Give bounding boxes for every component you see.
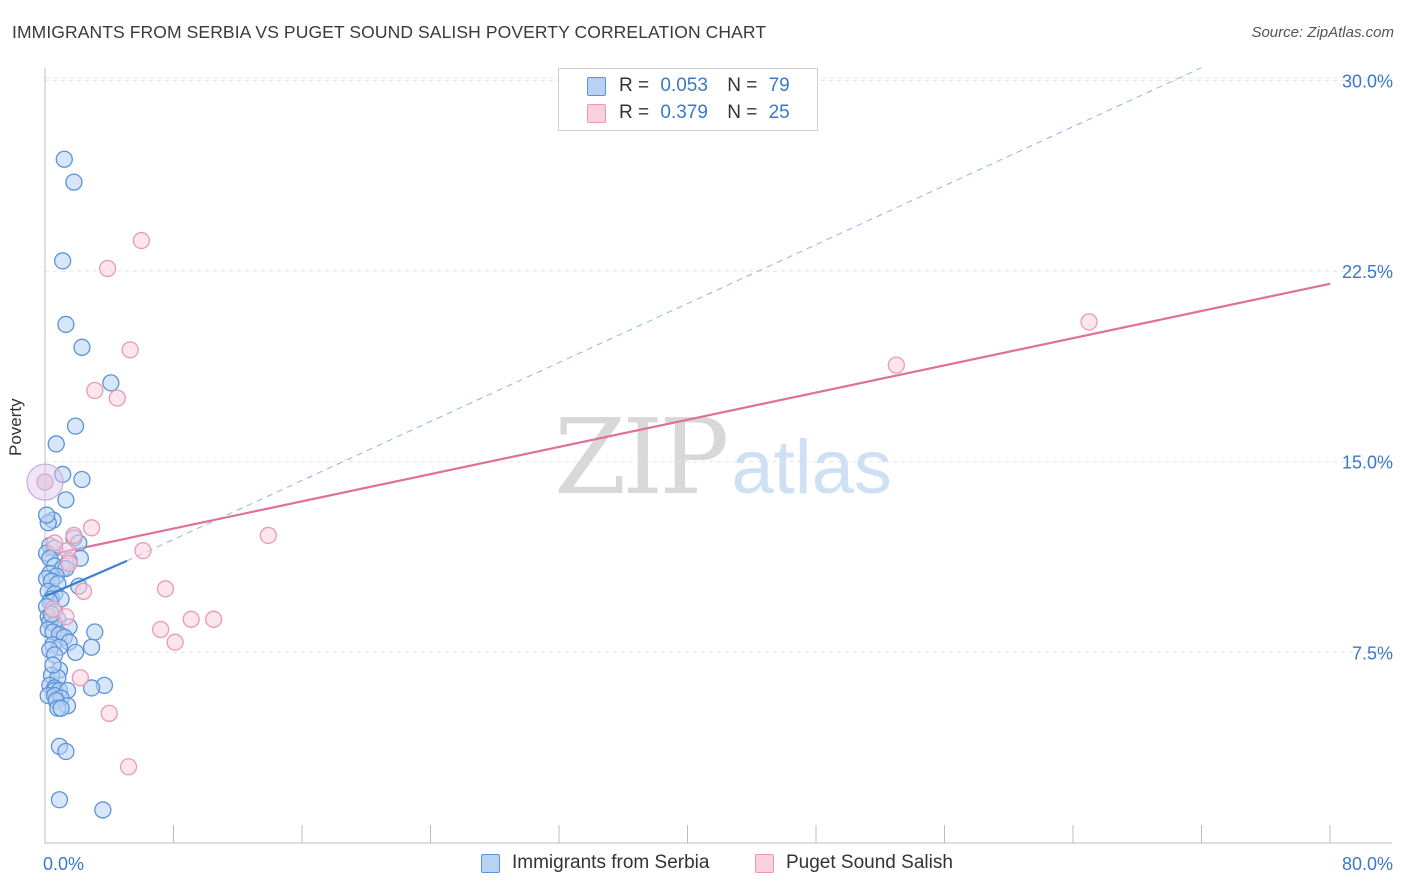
serbia-point-44 bbox=[86, 623, 104, 641]
y-tick-label-0: 7.5% bbox=[1352, 643, 1393, 663]
salish-point-20 bbox=[166, 633, 184, 651]
serbia-trend-extension bbox=[126, 67, 1202, 562]
chart-title: IMMIGRANTS FROM SERBIA VS PUGET SOUND SA… bbox=[12, 22, 767, 42]
x-tick-label-min: 0.0% bbox=[43, 854, 84, 874]
y-tick-label-2: 22.5% bbox=[1342, 262, 1393, 282]
series-legend-label-salish: Puget Sound Salish bbox=[786, 852, 953, 873]
serbia-point-76 bbox=[37, 506, 56, 524]
salish-point-6 bbox=[82, 519, 101, 537]
serbia-point-63 bbox=[82, 679, 101, 697]
series-legend: Immigrants from Serbia Puget Sound Salis… bbox=[0, 850, 1406, 880]
salish-point-8 bbox=[45, 534, 64, 552]
salish-point-14 bbox=[74, 582, 93, 600]
legend-n-label: N = bbox=[727, 102, 758, 123]
correlation-legend: R = 0.053 N = 79 R = 0.379 N = 25 bbox=[558, 68, 818, 131]
salish-point-15 bbox=[44, 600, 62, 618]
serbia-point-0 bbox=[55, 150, 73, 168]
salish-point-13 bbox=[156, 580, 175, 598]
serbia-point-52 bbox=[66, 643, 85, 662]
salish-point-0 bbox=[132, 231, 151, 250]
salish-point-7 bbox=[65, 526, 83, 545]
serbia-point-7 bbox=[47, 435, 65, 453]
y-tick-label-1: 15.0% bbox=[1342, 453, 1393, 473]
salish-point-21 bbox=[71, 669, 89, 687]
salish-point-19 bbox=[151, 620, 170, 639]
serbia-point-3 bbox=[57, 315, 75, 334]
salish-point-4 bbox=[108, 389, 126, 407]
salish-point-24 bbox=[887, 356, 905, 374]
salish-point-10 bbox=[134, 542, 152, 560]
legend-row-serbia: R = 0.053 N = 79 bbox=[619, 75, 790, 97]
salish-point-23 bbox=[119, 758, 138, 776]
series-legend-label-serbia: Immigrants from Serbia bbox=[512, 852, 710, 873]
serbia-point-10 bbox=[57, 491, 75, 509]
serbia-point-2 bbox=[54, 252, 72, 270]
salish-point-22 bbox=[100, 704, 118, 723]
salish-point-3 bbox=[86, 381, 104, 400]
salish-point-12 bbox=[259, 526, 277, 545]
serbia-point-73 bbox=[50, 791, 69, 809]
y-tick-label-3: 30.0% bbox=[1342, 71, 1393, 91]
salish-point-17 bbox=[182, 610, 200, 628]
serbia-trend-line bbox=[44, 559, 128, 598]
salish-point-5 bbox=[36, 473, 54, 491]
salish-trend-line bbox=[44, 282, 1331, 557]
serbia-point-6 bbox=[66, 417, 85, 435]
legend-n-label: N = bbox=[727, 75, 758, 96]
legend-r-value-salish: 0.379 bbox=[660, 102, 708, 123]
series-legend-swatch-serbia bbox=[481, 854, 500, 873]
serbia-point-72 bbox=[57, 742, 75, 761]
serbia-point-1 bbox=[65, 173, 83, 191]
overlap-point-large bbox=[26, 463, 64, 501]
legend-swatch-salish bbox=[587, 104, 606, 123]
legend-r-value-serbia: 0.053 bbox=[660, 75, 708, 96]
source-label: Source: ZipAtlas.com bbox=[1251, 24, 1394, 41]
salish-point-2 bbox=[121, 341, 139, 359]
serbia-point-5 bbox=[102, 374, 120, 392]
legend-swatch-serbia bbox=[587, 77, 606, 96]
series-legend-swatch-salish bbox=[755, 854, 774, 873]
serbia-point-70 bbox=[52, 699, 70, 717]
legend-row-salish: R = 0.379 N = 25 bbox=[619, 102, 790, 124]
legend-r-label: R = bbox=[619, 75, 650, 96]
salish-point-11 bbox=[60, 554, 78, 573]
serbia-point-4 bbox=[73, 338, 91, 356]
salish-point-16 bbox=[57, 608, 75, 626]
salish-point-1 bbox=[98, 259, 117, 278]
legend-n-value-salish: 25 bbox=[768, 102, 790, 123]
x-tick-label-max: 80.0% bbox=[1342, 854, 1393, 874]
serbia-point-9 bbox=[73, 470, 91, 489]
salish-point-25 bbox=[1080, 313, 1098, 331]
serbia-point-74 bbox=[94, 801, 112, 819]
serbia-point-78 bbox=[44, 656, 62, 674]
legend-r-label: R = bbox=[619, 102, 650, 123]
salish-point-18 bbox=[205, 610, 223, 628]
serbia-point-50 bbox=[82, 638, 101, 656]
legend-n-value-serbia: 79 bbox=[768, 75, 790, 96]
